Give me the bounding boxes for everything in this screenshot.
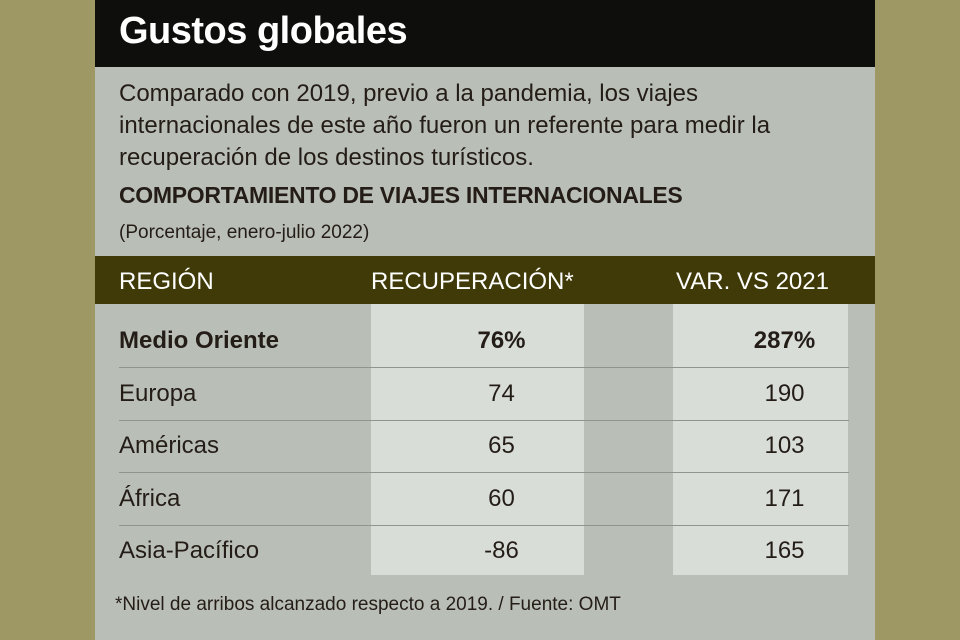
table-row: Europa 74 190 [119,368,849,421]
region-cell: África [119,484,181,512]
var-cell: 190 [764,379,805,407]
header-region: REGIÓN [119,268,214,295]
intro-text: Comparado con 2019, previo a la pandemia… [119,80,771,171]
table-row: Asia-Pacífico -86 165 [119,525,849,577]
footnote: *Nivel de arribos alcanzado respecto a 2… [115,594,621,615]
table-subtitle: (Porcentaje, enero-julio 2022) [119,222,370,243]
var-cell: 165 [764,537,805,564]
region-cell: Asia-Pacífico [119,537,260,564]
region-cell: Medio Oriente [119,327,280,354]
table-row: Américas 65 103 [119,420,849,473]
recuperacion-cell: 60 [488,484,515,512]
infographic-panel: Gustos globales Comparado con 2019, prev… [95,0,875,640]
table-header: REGIÓN RECUPERACIÓN* VAR. VS 2021 [95,256,875,304]
table-title: COMPORTAMIENTO DE VIAJES INTERNACIONALES [119,182,683,208]
recuperacion-cell: 76% [477,327,526,354]
header-var: VAR. VS 2021 [676,268,829,295]
recuperacion-cell: 65 [488,432,515,459]
header-recuperacion: RECUPERACIÓN* [371,268,574,295]
recuperacion-cell: -86 [484,537,519,564]
title: Gustos globales [119,10,408,52]
region-cell: Américas [119,432,220,459]
title-bar: Gustos globales [95,0,875,67]
region-cell: Europa [119,379,197,407]
table-row: África 60 171 [119,473,849,526]
column-highlight-recuperacion [371,304,584,575]
var-cell: 287% [753,327,816,354]
recuperacion-cell: 74 [488,379,515,407]
column-highlight-var [673,304,848,575]
var-cell: 171 [764,484,805,512]
table-row: Medio Oriente 76% 287% [119,315,849,368]
var-cell: 103 [764,432,805,459]
